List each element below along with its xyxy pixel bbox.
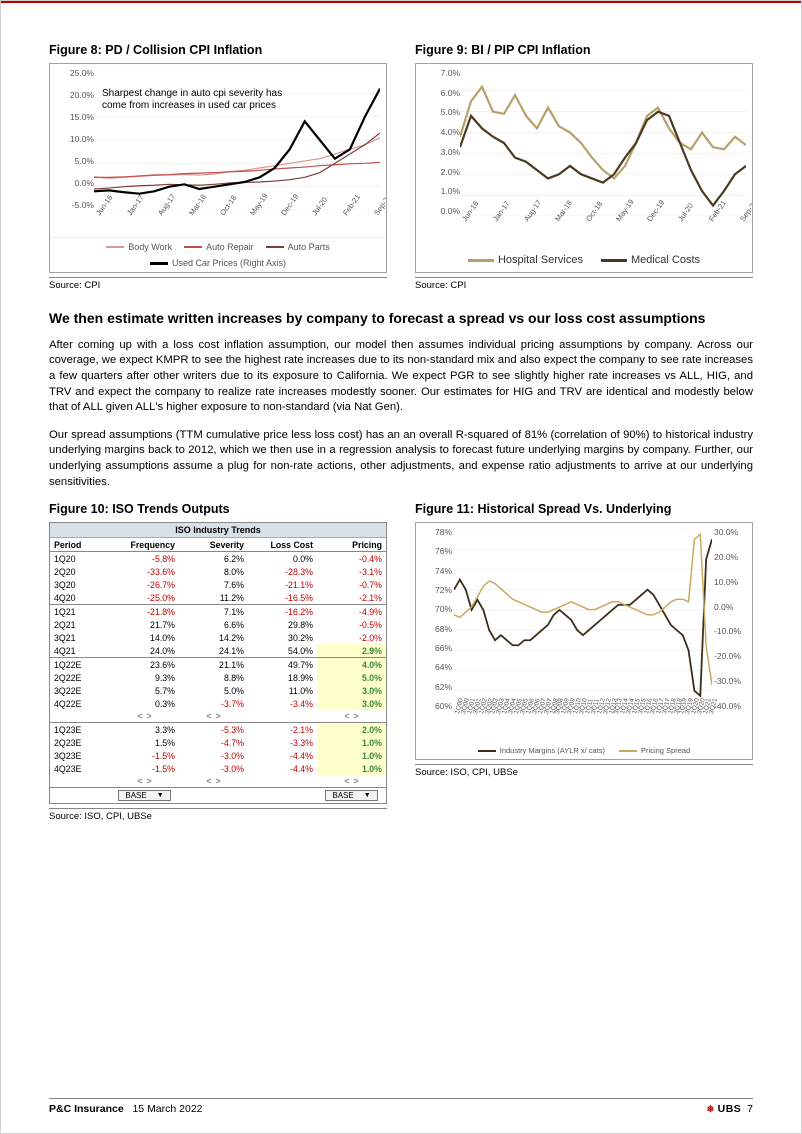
- figure-11: Figure 11: Historical Spread Vs. Underly…: [415, 502, 753, 822]
- figure-11-y-right: 30.0%20.0%10.0%0.0%-10.0%-20.0%-30.0%-40…: [714, 527, 750, 711]
- arrow-right-icon[interactable]: >: [216, 711, 221, 721]
- figure-8-annotation: Sharpest change in auto cpi severity has…: [102, 88, 292, 112]
- figure-8: Figure 8: PD / Collision CPI Inflation 2…: [49, 43, 387, 291]
- iso-selector-row: BASE BASE: [50, 787, 386, 803]
- figure-10: Figure 10: ISO Trends Outputs ISO Indust…: [49, 502, 387, 822]
- table-row: 1Q20-5.8%6.2%0.0%-0.4%: [50, 552, 386, 565]
- figure-11-chart: 78%76%74%72%70%68%66%64%62%60% 30.0%20.0…: [415, 522, 753, 760]
- charts-row-2: Figure 10: ISO Trends Outputs ISO Indust…: [49, 502, 753, 822]
- arrow-left-icon[interactable]: <: [206, 711, 211, 721]
- footer-right: UBS 7: [707, 1103, 753, 1115]
- figure-10-title: Figure 10: ISO Trends Outputs: [49, 502, 387, 516]
- arrow-right-icon[interactable]: >: [216, 776, 221, 786]
- figure-9-x-axis: Jun-16Jan-17Aug-17Mar-18Oct-18May-19Dec-…: [460, 218, 746, 244]
- table-row: 2Q23E1.5%-4.7%-3.3%1.0%: [50, 736, 386, 749]
- legend-item: Auto Parts: [266, 242, 330, 252]
- figure-8-source: Source: CPI: [49, 280, 387, 291]
- table-row: 2Q20-33.6%8.0%-28.3%-3.1%: [50, 565, 386, 578]
- figure-9-chart: 7.0%6.0%5.0%4.0%3.0%2.0%1.0%0.0% Jun-16J…: [415, 63, 753, 273]
- arrow-right-icon[interactable]: >: [147, 711, 152, 721]
- figure-8-title: Figure 8: PD / Collision CPI Inflation: [49, 43, 387, 57]
- figure-11-source: Source: ISO, CPI, UBSe: [415, 767, 753, 778]
- footer-doc-title: P&C Insurance: [49, 1103, 124, 1115]
- figure-9-source: Source: CPI: [415, 280, 753, 291]
- table-row: 2Q2121.7%6.6%29.8%-0.5%: [50, 618, 386, 631]
- base-selector-freq[interactable]: BASE: [118, 790, 170, 801]
- paragraph-2: Our spread assumptions (TTM cumulative p…: [49, 428, 753, 490]
- table-row: 1Q23E3.3%-5.3%-2.1%2.0%: [50, 722, 386, 736]
- figure-8-chart: 25.0%20.0%15.0%10.0%5.0%0.0%-5.0% Sharpe…: [49, 63, 387, 273]
- adjust-row: < > < > < >: [50, 710, 386, 722]
- figure-9-plot: [460, 70, 746, 216]
- table-row: 3Q22E5.7%5.0%11.0%3.0%: [50, 684, 386, 697]
- figure-9: Figure 9: BI / PIP CPI Inflation 7.0%6.0…: [415, 43, 753, 291]
- figure-11-x-axis: 1Q003Q001Q013Q011Q023Q021Q033Q031Q043Q04…: [454, 713, 712, 739]
- figure-8-legend: Body Work Auto Repair Auto Parts Used Car P…: [50, 237, 386, 272]
- table-row: 1Q22E23.6%21.1%49.7%4.0%: [50, 657, 386, 671]
- table-row: 3Q2114.0%14.2%30.2%-2.0%: [50, 631, 386, 644]
- paragraph-1: After coming up with a loss cost inflati…: [49, 338, 753, 416]
- arrow-left-icon[interactable]: <: [344, 711, 349, 721]
- legend-item: Pricing Spread: [619, 746, 690, 755]
- legend-item: Auto Repair: [184, 242, 254, 252]
- charts-row-1: Figure 8: PD / Collision CPI Inflation 2…: [49, 43, 753, 291]
- table-row: 4Q22E0.3%-3.7%-3.4%3.0%: [50, 697, 386, 710]
- footer-brand: UBS: [707, 1103, 742, 1115]
- adjust-row: < > < > < >: [50, 775, 386, 787]
- arrow-left-icon[interactable]: <: [344, 776, 349, 786]
- arrow-right-icon[interactable]: >: [354, 776, 359, 786]
- footer-left: P&C Insurance 15 March 2022: [49, 1103, 203, 1115]
- table-row: 1Q21-21.8%7.1%-16.2%-4.9%: [50, 604, 386, 618]
- arrow-right-icon[interactable]: >: [147, 776, 152, 786]
- legend-item: Used Car Prices (Right Axis): [150, 258, 286, 268]
- figure-11-plot: [454, 529, 712, 711]
- figure-8-plot: Sharpest change in auto cpi severity has…: [94, 70, 380, 210]
- table-row: 2Q22E9.3%8.8%18.9%5.0%: [50, 671, 386, 684]
- arrow-left-icon[interactable]: <: [137, 776, 142, 786]
- legend-item: Hospital Services: [468, 254, 583, 266]
- table-row: 4Q23E-1.5%-3.0%-4.4%1.0%: [50, 762, 386, 775]
- figure-8-y-axis: 25.0%20.0%15.0%10.0%5.0%0.0%-5.0%: [54, 68, 94, 210]
- base-selector-pricing[interactable]: BASE: [325, 790, 377, 801]
- iso-table-title: ISO Industry Trends: [50, 523, 386, 538]
- figure-9-legend: Hospital Services Medical Costs: [416, 250, 752, 272]
- figure-9-y-axis: 7.0%6.0%5.0%4.0%3.0%2.0%1.0%0.0%: [420, 68, 460, 216]
- figure-11-legend: Industry Margins (AYLR x/ cats) Pricing S…: [416, 744, 752, 759]
- figure-11-y-left: 78%76%74%72%70%68%66%64%62%60%: [418, 527, 452, 711]
- figure-10-source: Source: ISO, CPI, UBSe: [49, 811, 387, 822]
- figure-9-title: Figure 9: BI / PIP CPI Inflation: [415, 43, 753, 57]
- page-footer: P&C Insurance 15 March 2022 UBS 7: [49, 1098, 753, 1115]
- section-heading: We then estimate written increases by co…: [49, 309, 753, 328]
- figure-11-title: Figure 11: Historical Spread Vs. Underly…: [415, 502, 753, 516]
- arrow-left-icon[interactable]: <: [137, 711, 142, 721]
- iso-table-header: PeriodFrequencySeverityLoss CostPricing: [50, 538, 386, 552]
- table-row: 3Q20-26.7%7.6%-21.1%-0.7%: [50, 578, 386, 591]
- arrow-left-icon[interactable]: <: [206, 776, 211, 786]
- legend-item: Body Work: [106, 242, 172, 252]
- iso-table: ISO Industry Trends PeriodFrequencySever…: [49, 522, 387, 804]
- legend-item: Medical Costs: [601, 254, 700, 266]
- table-row: 4Q2124.0%24.1%54.0%2.9%: [50, 644, 386, 657]
- footer-page-number: 7: [747, 1103, 753, 1115]
- footer-date: 15 March 2022: [132, 1103, 202, 1115]
- table-row: 3Q23E-1.5%-3.0%-4.4%1.0%: [50, 749, 386, 762]
- arrow-right-icon[interactable]: >: [354, 711, 359, 721]
- table-row: 4Q20-25.0%11.2%-16.5%-2.1%: [50, 591, 386, 604]
- legend-item: Industry Margins (AYLR x/ cats): [478, 746, 605, 755]
